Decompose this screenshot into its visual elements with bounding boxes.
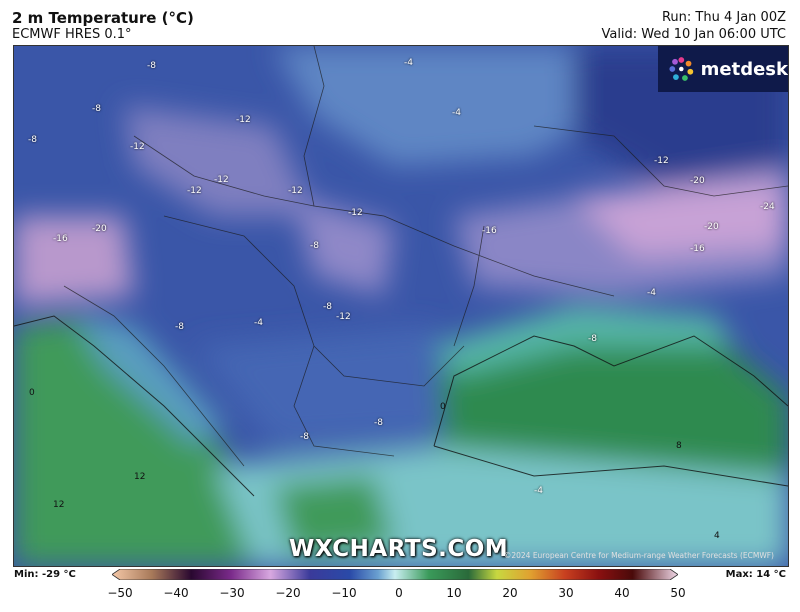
contour-label: -12 [214,175,229,185]
copyright-text: ©2024 European Centre for Medium-range W… [503,551,774,560]
contour-label: 4 [714,531,720,541]
contour-label: 12 [53,500,65,510]
valid-time: Valid: Wed 10 Jan 06:00 UTC [601,27,786,42]
coastlines [14,315,788,497]
min-temperature: Min: -29 °C [14,569,76,580]
contour-label: 0 [440,402,446,412]
aegean-warm [274,476,394,556]
adriatic-warm [14,316,254,566]
chart-title: 2 m Temperature (°C) [12,9,194,27]
contour-label: -12 [348,208,363,218]
contour-label: -8 [147,61,156,71]
contour-label: -12 [288,186,303,196]
contour-label: -16 [690,244,705,254]
contour-label: -4 [534,486,543,496]
contour-label: -8 [323,302,332,312]
central-cold-area [124,106,314,216]
contour-label: -4 [452,108,461,118]
metdesk-logo-text: metdesk [700,58,788,80]
contour-label: -8 [300,432,309,442]
contour-label: -16 [482,226,497,236]
color-scale-gradient [112,569,678,580]
legend-tick: 30 [558,586,574,600]
contour-label: -24 [760,202,775,212]
contour-label: -8 [175,322,184,332]
legend-tick: −40 [163,586,189,600]
contour-label: -12 [187,186,202,196]
contour-label: -8 [374,418,383,428]
contour-label: -12 [654,156,669,166]
legend-tick: −20 [275,586,301,600]
temperature-field [14,46,788,566]
legend-tick: 10 [446,586,462,600]
contour-label: -4 [404,58,413,68]
contour-label: -8 [310,241,319,251]
wxcharts-watermark: WXCHARTS.COM [289,536,509,562]
contour-label: -4 [647,288,656,298]
color-scale-bar [112,569,678,580]
contour-label: -8 [588,334,597,344]
contour-label: 12 [134,472,146,482]
legend-tick: −10 [331,586,357,600]
contour-label: -20 [92,224,107,234]
contour-label: -12 [336,312,351,322]
contour-label: -8 [28,135,37,145]
chart-header: 2 m Temperature (°C) ECMWF HRES 0.1° Run… [0,0,800,46]
contour-label: -12 [130,142,145,152]
east-coldest-core [574,181,788,256]
contour-label: -16 [53,234,68,244]
contour-label: 0 [29,388,35,398]
legend-tick: −30 [219,586,245,600]
color-legend: Min: -29 °C [0,566,800,612]
contour-label: -4 [254,318,263,328]
contour-label: -12 [236,115,251,125]
legend-tick: 0 [395,586,403,600]
legend-tick: 50 [670,586,686,600]
balkan-interior [194,326,444,446]
legend-tick: −50 [107,586,133,600]
carpathian-cold-area [294,196,394,296]
north-mild-region [274,46,614,166]
contour-label: -8 [92,104,101,114]
legend-tick: 20 [502,586,518,600]
contour-label: -20 [704,222,719,232]
model-name: ECMWF HRES 0.1° [12,27,132,42]
coastal-transition [434,306,734,376]
contour-label: 8 [676,441,682,451]
metdesk-logo: metdesk [658,46,788,92]
dinaric-transition [74,316,224,446]
contour-label: -20 [690,176,705,186]
legend-tick: 40 [614,586,630,600]
black-sea-warm [434,326,788,476]
metdesk-flower-icon [669,57,694,81]
max-temperature: Max: 14 °C [725,569,786,580]
run-time: Run: Thu 4 Jan 00Z [661,10,786,25]
country-borders [63,46,788,467]
temperature-map: metdesk -8 -4 -8 -12 -8 -12 -4 -12 -12 -… [13,45,789,567]
west-cold-core [14,216,134,306]
